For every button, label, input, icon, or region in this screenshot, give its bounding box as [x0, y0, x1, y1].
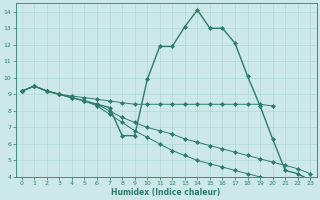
X-axis label: Humidex (Indice chaleur): Humidex (Indice chaleur)	[111, 188, 221, 197]
